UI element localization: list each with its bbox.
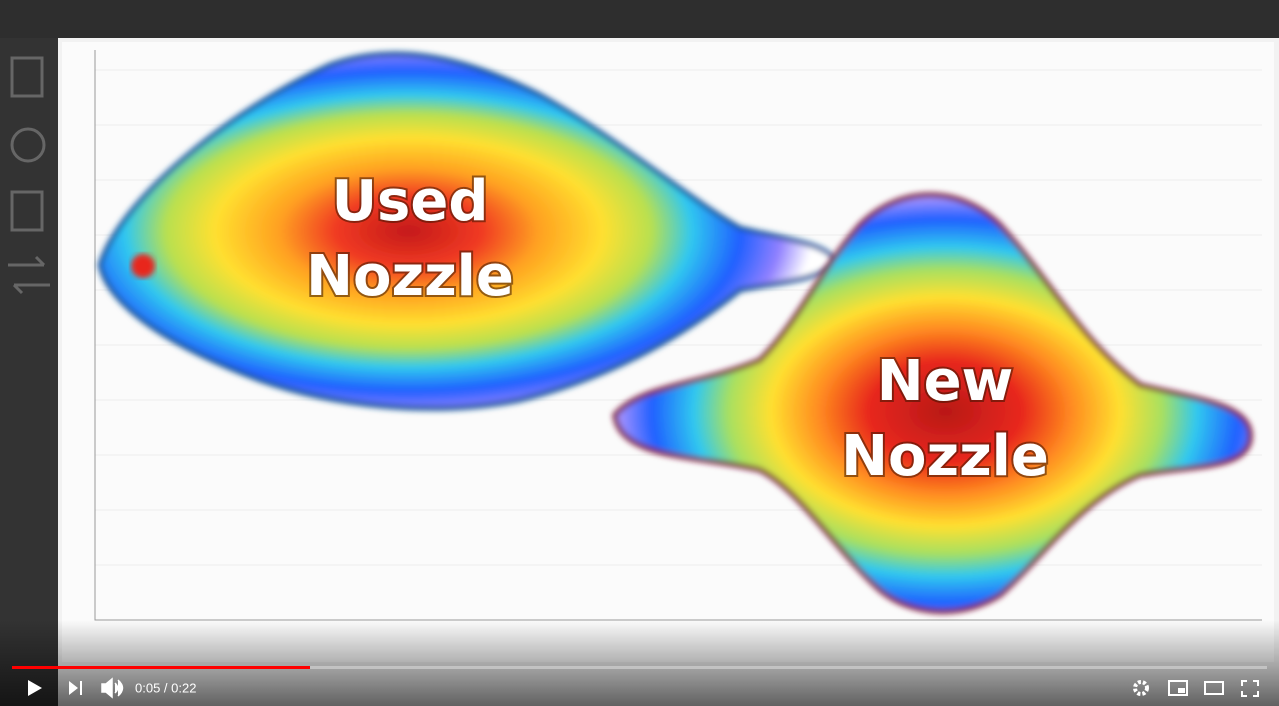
next-button[interactable] [69, 681, 82, 695]
controls-shade [0, 620, 1279, 706]
used-label-line1: Used [332, 169, 489, 234]
progress-track[interactable] [12, 666, 1267, 669]
settings-button[interactable] [1133, 680, 1149, 696]
new-label-line2: Nozzle [841, 424, 1049, 489]
sidebar-icons [8, 56, 50, 295]
app-header [0, 0, 1279, 38]
new-nozzle-pattern [612, 192, 1253, 614]
miniplayer-button[interactable] [1168, 680, 1188, 696]
fullscreen-button[interactable] [1241, 680, 1259, 697]
theater-button[interactable] [1204, 681, 1224, 695]
hot-spot [131, 254, 155, 278]
miniplayer-inner [1178, 688, 1185, 693]
time-display: 0:05 / 0:22 [135, 680, 196, 695]
progress-played [12, 666, 310, 669]
used-label-line2: Nozzle [306, 244, 514, 309]
sidebar [0, 38, 58, 706]
volume-button[interactable] [101, 677, 124, 699]
new-label-line1: New [877, 349, 1014, 414]
play-button[interactable] [28, 680, 42, 696]
